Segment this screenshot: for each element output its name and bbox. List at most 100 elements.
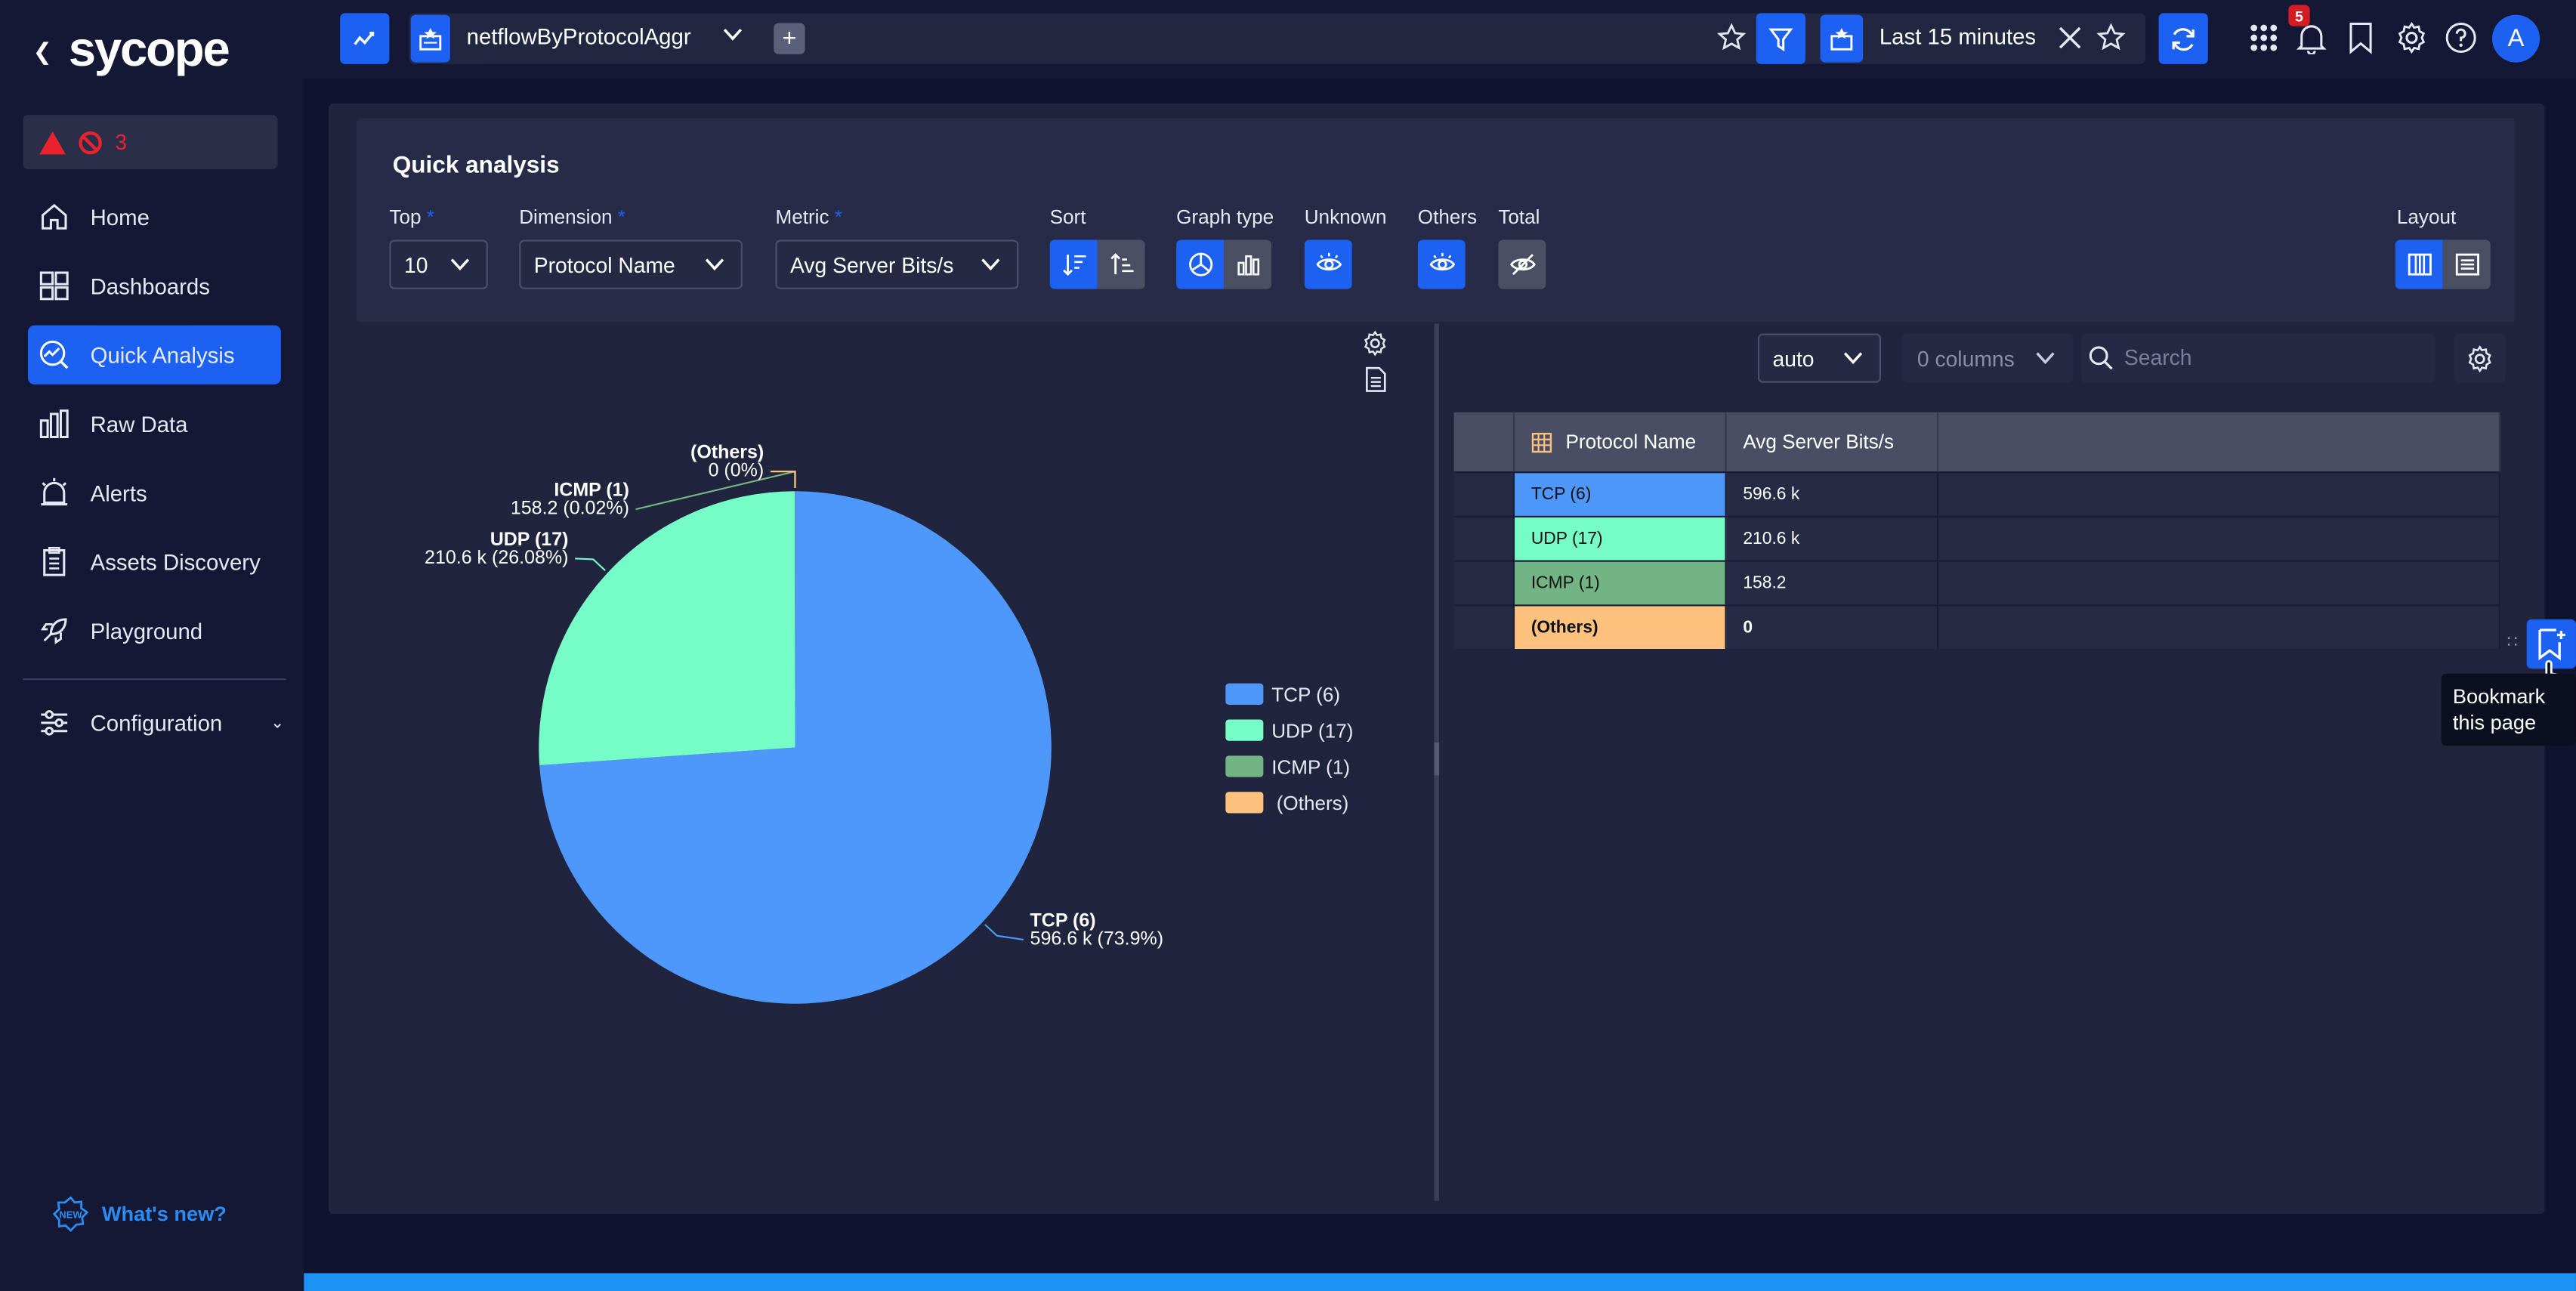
sort-button-group (1049, 239, 1145, 289)
sidebar-item-label: Alerts (90, 480, 147, 505)
layout-label: Layout (2396, 205, 2457, 229)
bottom-status-bar (304, 1273, 2576, 1291)
unknown-visibility-toggle[interactable] (1304, 239, 1352, 289)
sidebar-item-playground[interactable]: Playground (28, 601, 281, 660)
tooltip-line-2: this page (2452, 711, 2537, 735)
quick-analysis-icon (39, 340, 69, 369)
layout-columns-button[interactable] (2395, 239, 2443, 289)
columns-select[interactable]: 0 columns (1902, 333, 2074, 383)
table-header: Protocol Name Avg Server Bits/s (1453, 412, 2500, 472)
bookmarks-icon[interactable] (2348, 21, 2374, 62)
metric-select-value: Avg Server Bits/s (790, 252, 954, 277)
home-icon (42, 203, 67, 230)
sort-ascending-icon (1110, 253, 1133, 275)
chart-settings-gear-icon[interactable] (1362, 330, 1388, 365)
dimension-select[interactable]: Protocol Name (519, 239, 743, 289)
splitter-handle[interactable] (1434, 742, 1440, 776)
sidebar-item-quick-analysis[interactable]: Quick Analysis (27, 325, 281, 385)
layout-rows-button[interactable] (2442, 239, 2491, 289)
legend-swatch[interactable] (1225, 755, 1264, 777)
top-select-value: 10 (403, 252, 428, 277)
add-query-button[interactable]: + (774, 23, 805, 54)
sidebar-item-assets-discovery[interactable]: Assets Discovery (28, 533, 281, 591)
quick-analysis-controls: Quick analysis Top * 10 Dimension * Prot… (356, 118, 2516, 323)
favorite-time-star-icon[interactable] (2096, 23, 2126, 60)
query-dropdown-chevron-icon[interactable] (721, 23, 744, 51)
time-range-label: Last 15 minutes (1879, 24, 2037, 50)
pie-chart: TCP (6)596.6 k (73.9%)UDP (17)210.6 k (2… (425, 442, 1353, 1004)
sidebar-item-dashboards[interactable]: Dashboards (28, 256, 281, 315)
whats-new-link[interactable]: NEW What's new? (52, 1196, 227, 1232)
sidebar-item-raw-data[interactable]: Raw Data (28, 394, 281, 453)
settings-gear-icon[interactable] (2395, 21, 2428, 62)
legend-swatch[interactable] (1225, 683, 1264, 705)
favorite-query-star-icon[interactable] (1716, 23, 1747, 60)
legend-swatch[interactable] (1225, 792, 1264, 814)
row-spacer (1454, 517, 1515, 561)
header-protocol-name[interactable]: Protocol Name (1515, 412, 1727, 472)
dashboards-icon (39, 271, 69, 301)
sidebar-item-home[interactable]: Home (28, 187, 281, 246)
header-empty (1938, 412, 2500, 472)
bar-chart-button[interactable] (1224, 239, 1272, 289)
sort-descending-button[interactable] (1049, 239, 1098, 289)
chart-panel: TCP (6) 596.6 k (73.9%) UDP (17) 210.6 k (2… (357, 323, 1435, 1200)
refresh-button[interactable] (2158, 13, 2208, 64)
pie-chart-button[interactable] (1176, 239, 1225, 289)
pie-slice[interactable] (539, 491, 795, 766)
row-height-select[interactable]: auto (1757, 333, 1882, 383)
apps-grid-icon[interactable] (2247, 21, 2280, 62)
top-select[interactable]: 10 (389, 239, 488, 289)
table-row[interactable]: TCP (6) 596.6 k (1453, 471, 2500, 516)
sidebar-item-label: Quick Analysis (90, 342, 235, 368)
notifications-bell-icon[interactable] (2296, 21, 2327, 62)
cell-protocol-name: (Others) (1515, 606, 1727, 650)
eye-icon (1315, 252, 1342, 271)
chevron-down-icon (2034, 347, 2056, 375)
user-avatar[interactable]: A (2492, 14, 2540, 63)
pie-slice[interactable] (539, 491, 1052, 1004)
pie-label-value: 596.6 k (73.9%) (1030, 928, 1164, 949)
pie-chart-icon (1188, 252, 1212, 276)
clear-time-range-close-icon[interactable] (2056, 23, 2085, 60)
sort-descending-icon (1062, 255, 1086, 276)
required-marker: * (834, 205, 842, 229)
alert-summary[interactable]: 3 (23, 115, 278, 169)
main-nav: Home Dashboards Quick Analysis Raw Data … (27, 187, 281, 670)
filter-button[interactable] (1756, 13, 1805, 64)
metric-label: Metric * (775, 205, 842, 228)
table-row[interactable]: ICMP (1) 158.2 (1453, 560, 2500, 605)
header-avg-server-bits[interactable]: Avg Server Bits/s (1727, 412, 1939, 472)
total-toggle-group (1498, 239, 1546, 289)
query-mode-button[interactable] (340, 13, 390, 64)
rocket-icon (40, 618, 67, 644)
total-visibility-toggle[interactable] (1498, 239, 1546, 289)
unknown-label: Unknown (1304, 205, 1387, 229)
sort-ascending-button[interactable] (1097, 239, 1145, 289)
table-row[interactable]: (Others) 0 (1453, 604, 2500, 650)
cell-avg-server-bits: 210.6 k (1727, 517, 1939, 561)
sliders-icon (41, 710, 68, 736)
row-empty-cell (1938, 517, 2500, 561)
bookmark-page-button[interactable] (2526, 619, 2576, 669)
sidebar-item-configuration[interactable]: Configuration ⌄ (38, 706, 284, 739)
legend-swatch[interactable] (1225, 719, 1264, 741)
sidebar-item-alerts[interactable]: Alerts (28, 463, 281, 522)
time-range-selector[interactable]: Last 15 minutes (1818, 13, 2146, 64)
data-table: Protocol Name Avg Server Bits/s TCP (6) 5… (1453, 412, 2500, 650)
table-row[interactable]: UDP (17) 210.6 k (1453, 515, 2500, 561)
sycope-logo[interactable]: sycope (68, 23, 230, 78)
back-chevron-icon[interactable]: ❮ (32, 36, 53, 63)
chart-export-document-icon[interactable] (1365, 366, 1386, 401)
table-settings-button[interactable] (2454, 333, 2506, 383)
table-search-input[interactable]: Search (2081, 333, 2435, 383)
drag-handle-icon[interactable]: ∷ (2507, 634, 2518, 653)
legend-label[interactable]: ICMP (1) (1271, 755, 1350, 778)
others-visibility-toggle[interactable] (1417, 239, 1466, 289)
legend-label[interactable]: (Others) (1277, 792, 1349, 814)
search-placeholder: Search (2124, 344, 2192, 370)
legend-label[interactable]: UDP (17) (1271, 719, 1353, 742)
legend-label[interactable]: TCP (6) (1271, 684, 1340, 706)
help-icon[interactable] (2445, 21, 2477, 62)
metric-select[interactable]: Avg Server Bits/s (775, 239, 1019, 289)
